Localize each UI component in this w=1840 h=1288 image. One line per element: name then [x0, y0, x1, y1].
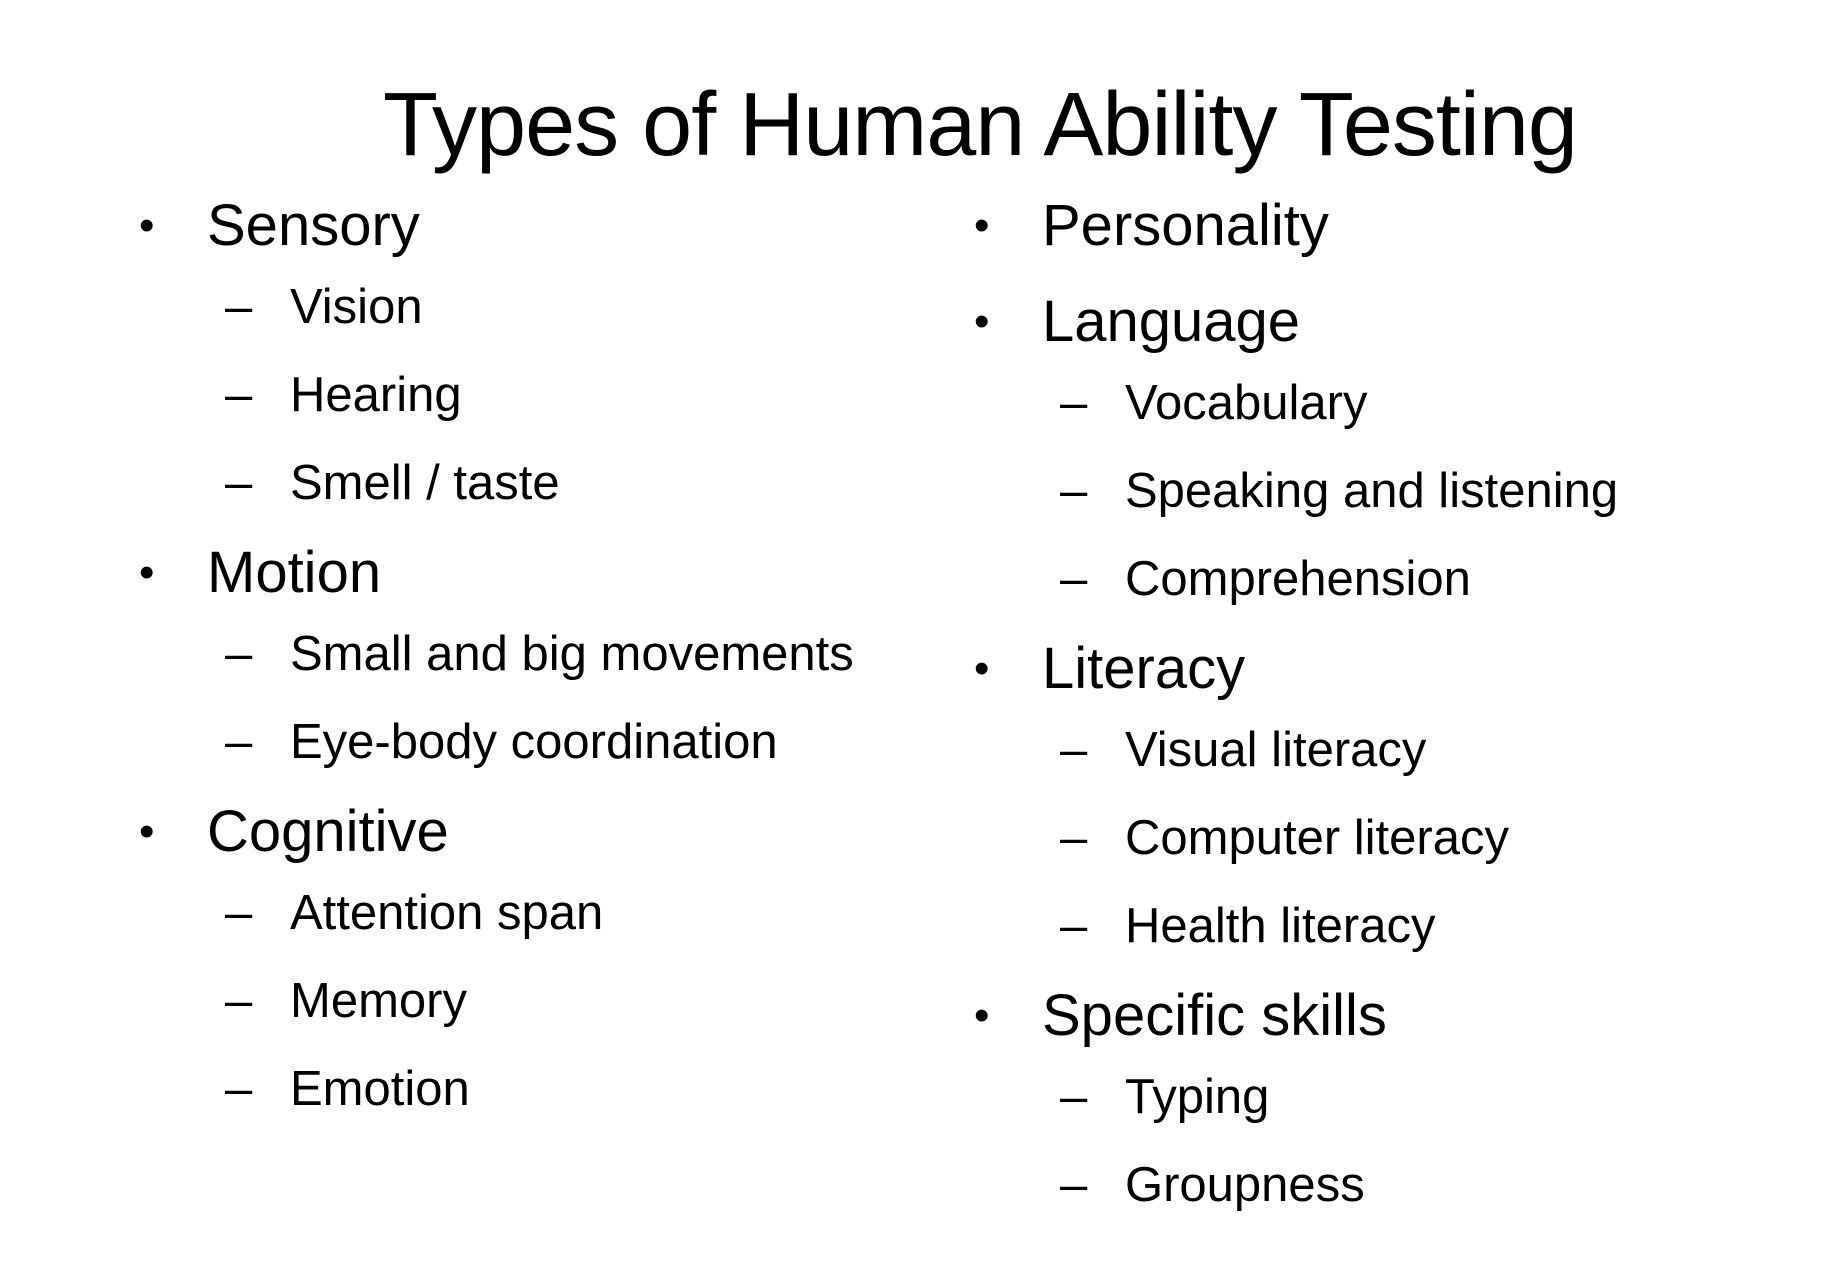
bullet-item-motion: • Motion: [135, 537, 965, 609]
sub-item-label: Typing: [1125, 1070, 1270, 1124]
bullet-item-specific-skills: • Specific skills: [970, 980, 1820, 1052]
sub-item-vision: – Vision: [135, 278, 965, 337]
sub-item-label: Attention span: [290, 886, 604, 940]
bullet-label: Specific skills: [1042, 983, 1387, 1048]
right-column: • Personality • Language – Vocabulary – …: [970, 190, 1820, 1215]
bullet-item-sensory: • Sensory: [135, 190, 965, 262]
sub-item-label: Health literacy: [1125, 899, 1436, 953]
sub-item-eye-body-coordination: – Eye-body coordination: [135, 713, 965, 772]
sub-item-label: Comprehension: [1125, 552, 1471, 606]
sub-item-attention-span: – Attention span: [135, 884, 965, 943]
dash-icon: –: [1060, 723, 1088, 777]
dash-icon: –: [225, 456, 253, 510]
left-column: • Sensory – Vision – Hearing – Smell / t…: [135, 190, 965, 1119]
bullet-item-literacy: • Literacy: [970, 633, 1820, 705]
sub-item-hearing: – Hearing: [135, 366, 965, 425]
dash-icon: –: [1060, 899, 1088, 953]
dash-icon: –: [1060, 1158, 1088, 1212]
sub-item-emotion: – Emotion: [135, 1060, 965, 1119]
sub-item-label: Hearing: [290, 368, 462, 422]
dash-icon: –: [1060, 464, 1088, 518]
sub-item-label: Smell / taste: [290, 456, 560, 510]
dash-icon: –: [225, 627, 253, 681]
bullet-label: Language: [1042, 289, 1301, 354]
dash-icon: –: [1060, 552, 1088, 606]
dash-icon: –: [225, 280, 253, 334]
dash-icon: –: [225, 974, 253, 1028]
bullet-icon: •: [139, 807, 155, 856]
bullet-label: Personality: [1042, 193, 1329, 258]
sub-item-health-literacy: – Health literacy: [970, 897, 1820, 956]
bullet-icon: •: [974, 297, 990, 346]
dash-icon: –: [225, 715, 253, 769]
bullet-icon: •: [974, 201, 990, 250]
sub-item-vocabulary: – Vocabulary: [970, 374, 1820, 433]
sub-item-label: Visual literacy: [1125, 723, 1427, 777]
bullet-icon: •: [974, 991, 990, 1040]
bullet-label: Cognitive: [207, 799, 449, 864]
dash-icon: –: [225, 368, 253, 422]
sub-item-label: Memory: [290, 974, 467, 1028]
dash-icon: –: [1060, 376, 1088, 430]
dash-icon: –: [225, 886, 253, 940]
bullet-item-cognitive: • Cognitive: [135, 796, 965, 868]
sub-item-computer-literacy: – Computer literacy: [970, 809, 1820, 868]
dash-icon: –: [1060, 1070, 1088, 1124]
sub-item-label: Speaking and listening: [1125, 464, 1619, 518]
bullet-icon: •: [139, 548, 155, 597]
sub-item-label: Computer literacy: [1125, 811, 1509, 865]
sub-item-comprehension: – Comprehension: [970, 550, 1820, 609]
sub-item-typing: – Typing: [970, 1068, 1820, 1127]
slide-title: Types of Human Ability Testing: [383, 75, 1578, 175]
sub-item-speaking-listening: – Speaking and listening: [970, 462, 1820, 521]
sub-item-label: Groupness: [1125, 1158, 1365, 1212]
dash-icon: –: [225, 1062, 253, 1116]
dash-icon: –: [1060, 811, 1088, 865]
sub-item-memory: – Memory: [135, 972, 965, 1031]
bullet-icon: •: [139, 201, 155, 250]
bullet-item-language: • Language: [970, 286, 1820, 358]
bullet-label: Literacy: [1042, 636, 1246, 701]
sub-item-label: Vision: [290, 280, 423, 334]
sub-item-smell-taste: – Smell / taste: [135, 454, 965, 513]
sub-item-label: Eye-body coordination: [290, 715, 778, 769]
bullet-icon: •: [974, 644, 990, 693]
sub-item-label: Small and big movements: [290, 627, 854, 681]
sub-item-small-big-movements: – Small and big movements: [135, 625, 965, 684]
sub-item-label: Emotion: [290, 1062, 470, 1116]
bullet-label: Sensory: [207, 193, 420, 258]
sub-item-label: Vocabulary: [1125, 376, 1368, 430]
sub-item-groupness: – Groupness: [970, 1156, 1820, 1215]
bullet-label: Motion: [207, 540, 382, 605]
sub-item-visual-literacy: – Visual literacy: [970, 721, 1820, 780]
bullet-item-personality: • Personality: [970, 190, 1820, 262]
